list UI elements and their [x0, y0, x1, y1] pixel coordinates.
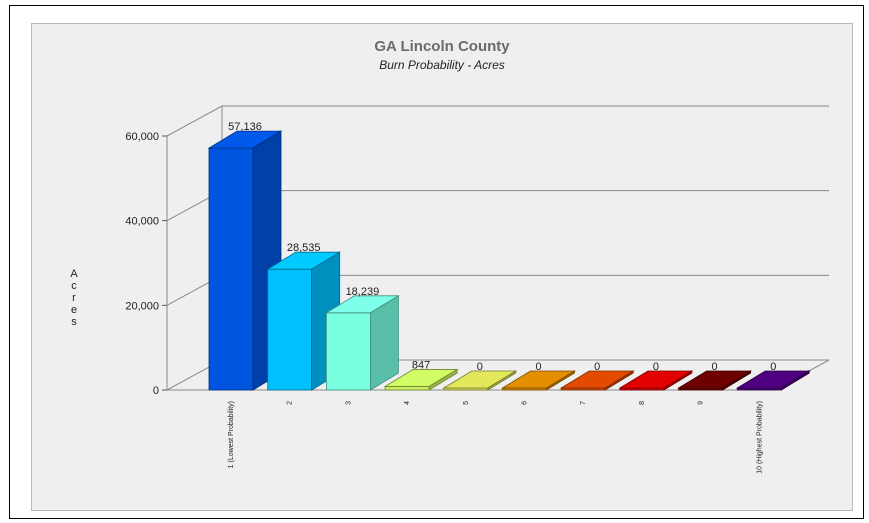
data-label: 0	[770, 361, 776, 373]
x-tick-label: 5	[463, 401, 470, 405]
x-tick-label: 6	[522, 401, 529, 405]
bar-chart: GA Lincoln County Burn Probability - Acr…	[70, 38, 830, 474]
x-tick-label: 7	[580, 401, 587, 405]
y-axis-label-char: r	[72, 292, 76, 304]
y-tick-label: 60,000	[125, 131, 159, 143]
x-tick-label: 10 (Highest Probability)	[756, 401, 763, 474]
data-label: 18,239	[346, 286, 380, 298]
data-label: 0	[653, 361, 659, 373]
chart-subtitle: Burn Probability - Acres	[379, 58, 505, 72]
x-tick-label: 9	[698, 401, 705, 405]
bar	[442, 370, 518, 391]
x-tick-label: 1 (Lowest Probability)	[228, 401, 235, 468]
gridline-diag	[166, 105, 223, 137]
chart-title: GA Lincoln County	[374, 38, 510, 55]
x-tick-label: 3	[345, 401, 352, 405]
bar	[383, 368, 459, 391]
chart-panel: GA Lincoln County Burn Probability - Acr…	[31, 23, 853, 511]
y-tick-label: 40,000	[125, 216, 159, 228]
y-tick-label: 20,000	[125, 300, 159, 312]
data-label: 0	[535, 361, 541, 373]
chart-frame: GA Lincoln County Burn Probability - Acr…	[9, 5, 864, 519]
x-tick-label: 2	[287, 401, 294, 405]
data-label: 0	[477, 361, 483, 373]
bar	[324, 295, 400, 391]
bar	[677, 370, 753, 391]
bar	[559, 370, 635, 391]
data-label: 28,535	[287, 242, 321, 254]
y-axis-label-char: c	[71, 280, 77, 292]
data-label: 57,136	[228, 121, 262, 133]
data-label: 0	[594, 361, 600, 373]
data-label: 0	[712, 361, 718, 373]
x-tick-label: 8	[639, 401, 646, 405]
y-axis-label-char: A	[70, 268, 78, 280]
data-label: 847	[412, 359, 430, 371]
y-axis-label-char: e	[71, 304, 77, 316]
y-axis-label-char: s	[71, 316, 77, 328]
x-tick-label: 4	[404, 401, 411, 405]
bar	[735, 370, 811, 391]
bar	[207, 130, 283, 391]
bar	[618, 370, 694, 391]
y-tick-label: 0	[153, 385, 159, 397]
bar	[501, 370, 576, 391]
y-axis-label: Acres	[70, 268, 78, 328]
